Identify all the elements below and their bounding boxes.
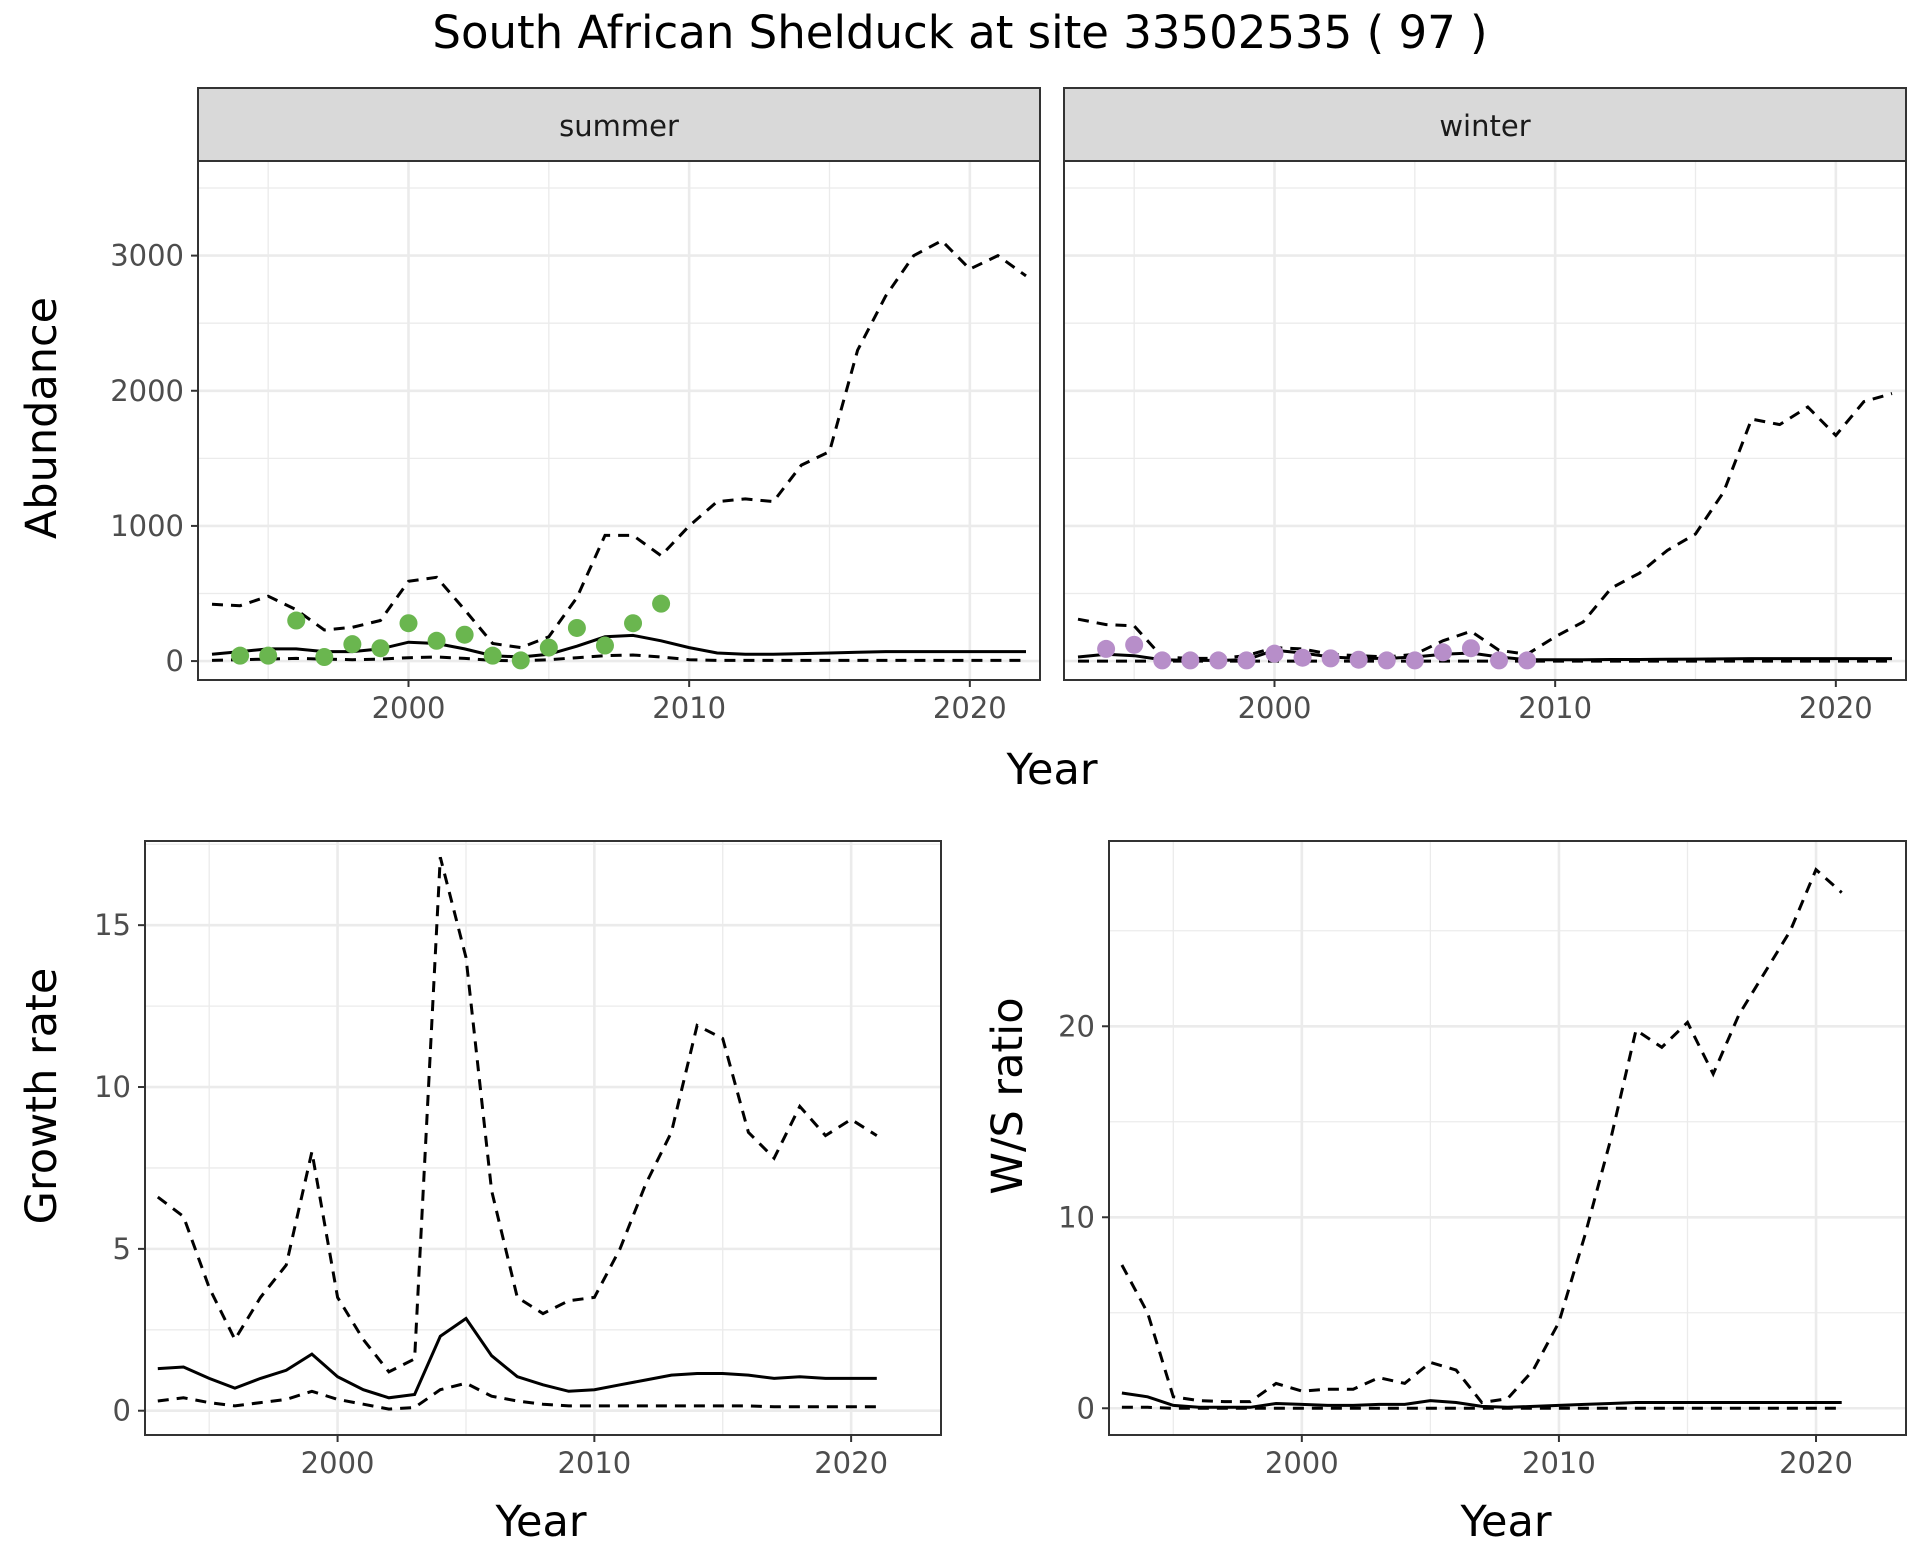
winter-point [1461, 639, 1480, 658]
abundance-x-axis-title: Year [1005, 745, 1097, 795]
winter-point [1237, 651, 1256, 670]
summer-y-tick-label: 2000 [110, 374, 184, 408]
winter-point [1209, 651, 1228, 670]
summer-panel: summer 0 1000 2000 3000 2000 2010 2020 [110, 87, 1041, 725]
winter-point [1321, 649, 1340, 668]
growth-mean-line [157, 1316, 877, 1400]
summer-point [511, 651, 530, 670]
winter-point [1377, 651, 1396, 670]
ws-plot-background [1109, 841, 1906, 1435]
winter-plot-background [1064, 161, 1906, 680]
growth-rate-chart: Growth rate Year 0 5 10 15 2000 2010 2020 [17, 840, 942, 1547]
winter-point [1181, 651, 1200, 670]
growth-lower-line [157, 1381, 877, 1411]
summer-y-tick-label: 3000 [110, 239, 184, 273]
winter-point [1405, 651, 1424, 670]
ws-x-tick-label: 2010 [1522, 1446, 1596, 1480]
summer-upper-line [211, 238, 1027, 650]
growth-plot-background [145, 841, 941, 1435]
ws-y-axis-title: W/S ratio [983, 997, 1033, 1194]
ws-x-tick-label: 2020 [1779, 1446, 1853, 1480]
summer-point [315, 648, 334, 667]
winter-panel: winter 2000 2010 2020 [1063, 87, 1907, 725]
summer-point [567, 618, 586, 637]
winter-point [1265, 644, 1284, 663]
summer-y-tick-label: 1000 [110, 509, 184, 543]
growth-panel-border [144, 840, 942, 1436]
summer-point [231, 646, 250, 665]
winter-point [1349, 650, 1368, 669]
growth-y-axis-title: Growth rate [17, 968, 67, 1225]
winter-strip [1063, 87, 1907, 162]
growth-x-tick-label: 2020 [814, 1446, 888, 1480]
summer-point [624, 614, 643, 633]
summer-y-tick-label: 0 [166, 644, 184, 678]
summer-panel-border [197, 160, 1041, 681]
abundance-y-axis-title: Abundance [17, 297, 67, 539]
winter-point [1153, 651, 1172, 670]
winter-x-tick-label: 2000 [1238, 691, 1312, 725]
summer-plot: 0 1000 2000 3000 2000 2010 2020 [110, 160, 1041, 725]
summer-x-tick-label: 2020 [933, 691, 1007, 725]
winter-point [1518, 651, 1537, 670]
ws-panel-border [1108, 840, 1907, 1436]
growth-y-tick-label: 5 [113, 1232, 131, 1266]
summer-strip [197, 87, 1041, 162]
summer-point [455, 625, 474, 644]
ws-upper-line [1120, 867, 1843, 1405]
summer-x-tick-label: 2010 [652, 691, 726, 725]
ws-y-tick-label: 20 [1058, 1009, 1095, 1043]
summer-point [595, 636, 614, 655]
growth-x-tick-label: 2010 [557, 1446, 631, 1480]
ws-mean-line [1121, 1391, 1842, 1409]
ws-y-tick-label: 0 [1077, 1391, 1095, 1425]
winter-x-tick-label: 2020 [1799, 691, 1873, 725]
summer-point [483, 646, 502, 665]
winter-panel-border [1063, 160, 1907, 681]
growth-x-axis-title: Year [494, 1497, 586, 1547]
summer-point [287, 611, 306, 630]
winter-strip-label: winter [1439, 109, 1530, 143]
summer-x-tick-label: 2000 [372, 691, 446, 725]
figure-title: South African Shelduck at site 33502535 … [432, 6, 1487, 59]
ws-x-tick-label: 2000 [1265, 1446, 1339, 1480]
summer-point [371, 639, 390, 658]
growth-y-tick-label: 10 [94, 1070, 131, 1104]
growth-x-tick-label: 2000 [301, 1446, 375, 1480]
summer-strip-label: summer [559, 109, 679, 143]
summer-point [539, 638, 558, 657]
growth-plot: 0 5 10 15 2000 2010 2020 [94, 840, 942, 1480]
ws-x-axis-title: Year [1459, 1497, 1551, 1547]
winter-upper-line [1077, 392, 1893, 660]
abundance-chart: summer 0 1000 2000 3000 2000 2010 2020 winter … [17, 87, 1907, 795]
winter-plot: 2000 2010 2020 [1063, 160, 1907, 725]
winter-point [1125, 635, 1144, 654]
summer-lower-line [211, 653, 1026, 663]
summer-point [259, 646, 278, 665]
ws-y-tick-label: 10 [1058, 1200, 1095, 1234]
winter-point [1490, 651, 1509, 670]
summer-point [652, 594, 671, 613]
ws-plot: 0 10 20 2000 2010 2020 [1058, 840, 1907, 1480]
winter-point [1293, 648, 1312, 667]
ws-ratio-chart: W/S ratio Year 0 10 20 2000 2010 2020 [983, 840, 1907, 1547]
summer-plot-background [198, 161, 1040, 680]
winter-x-tick-label: 2010 [1518, 691, 1592, 725]
summer-point [399, 614, 418, 633]
summer-point [427, 631, 446, 650]
winter-point [1097, 639, 1116, 658]
winter-point [1433, 643, 1452, 662]
growth-y-tick-label: 15 [94, 908, 131, 942]
growth-y-tick-label: 0 [113, 1394, 131, 1428]
summer-point [343, 635, 362, 654]
